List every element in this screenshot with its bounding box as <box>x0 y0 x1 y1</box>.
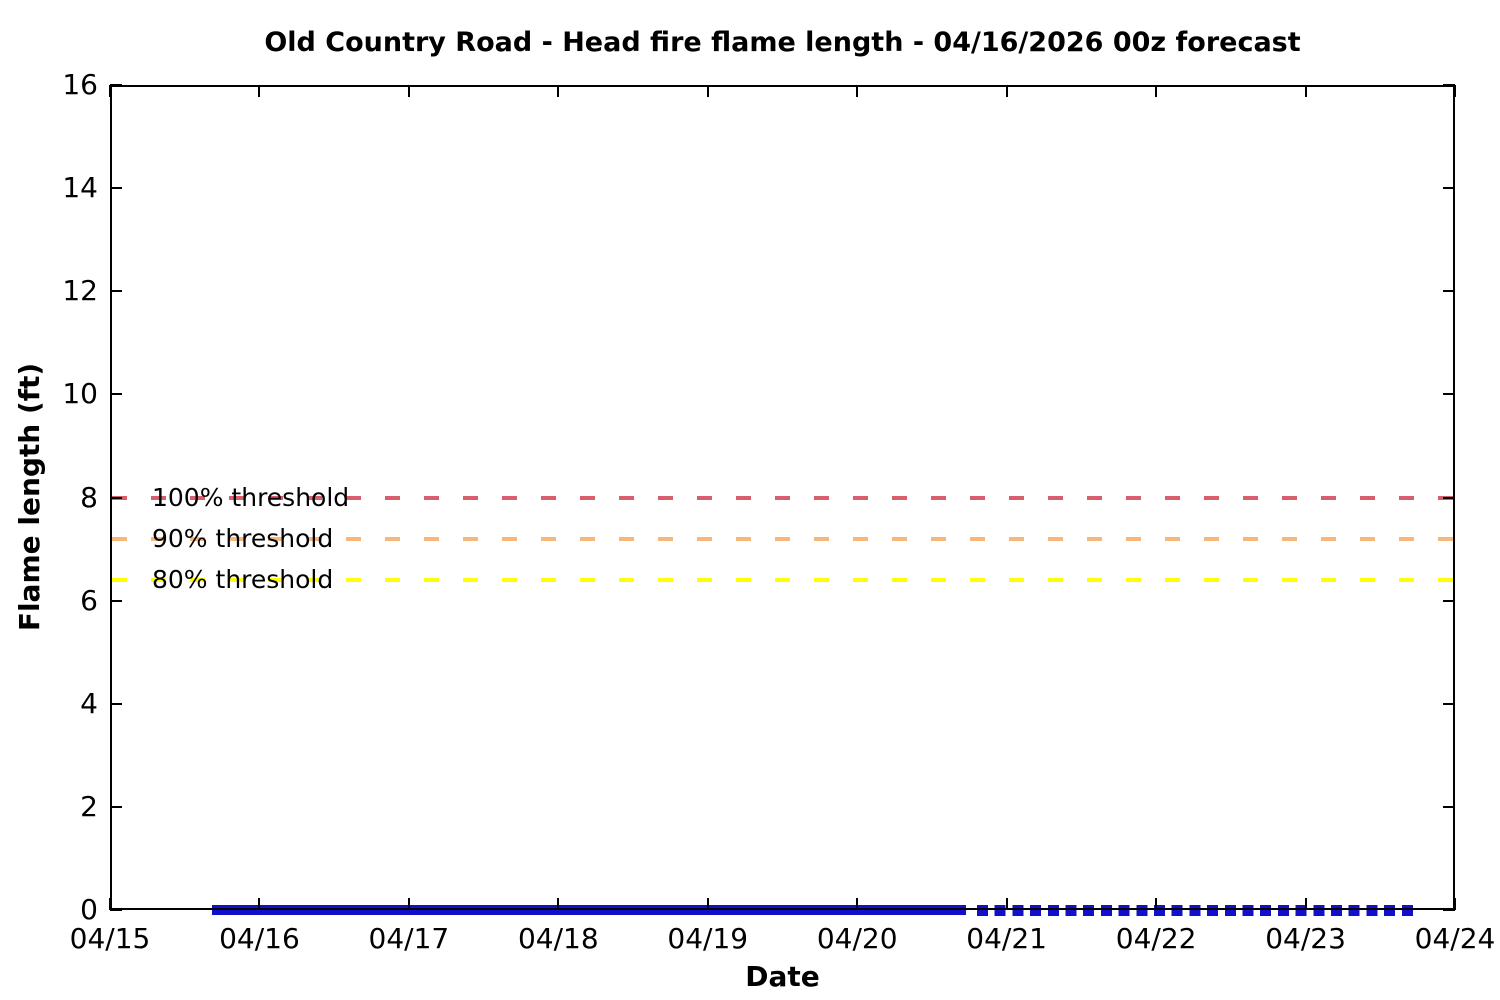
data-line-dotted <box>976 904 1414 916</box>
x-tick-label: 04/20 <box>816 922 898 955</box>
y-tick-right <box>1443 909 1455 911</box>
x-tick-bottom <box>258 898 261 910</box>
y-tick-left <box>110 599 122 602</box>
y-tick-label: 14 <box>62 171 98 205</box>
y-tick-right <box>1443 702 1455 705</box>
x-tick-label: 04/22 <box>1115 922 1197 955</box>
x-tick-top <box>109 85 111 97</box>
x-tick-label: 04/17 <box>368 922 450 955</box>
threshold-line <box>112 495 1453 500</box>
y-tick-right <box>1443 187 1455 190</box>
x-tick-top <box>407 85 410 97</box>
data-line-solid <box>211 905 967 915</box>
x-tick-top <box>1304 85 1307 97</box>
x-tick-top <box>706 85 709 97</box>
y-tick-label: 16 <box>62 68 98 101</box>
threshold-line <box>112 578 1453 582</box>
x-tick-top <box>1005 85 1008 97</box>
y-tick-left <box>110 393 122 396</box>
x-tick-bottom <box>706 898 709 910</box>
x-tick-bottom <box>1155 898 1158 910</box>
x-tick-top <box>856 85 859 97</box>
x-tick-bottom <box>856 898 859 910</box>
x-tick-label: 04/23 <box>1265 922 1346 955</box>
x-tick-label: 04/19 <box>667 922 749 955</box>
y-tick-label: 4 <box>80 686 98 720</box>
y-tick-left <box>110 187 122 190</box>
threshold-label: 80% threshold <box>152 565 334 594</box>
y-tick-right <box>1443 496 1455 499</box>
y-tick-left <box>110 496 122 499</box>
x-tick-label: 04/21 <box>966 922 1048 955</box>
y-tick-left <box>110 805 122 808</box>
threshold-label: 100% threshold <box>152 482 350 512</box>
x-tick-label: 04/16 <box>219 922 300 955</box>
y-tick-left <box>110 702 122 705</box>
x-axis-label: Date <box>745 960 820 993</box>
x-tick-bottom <box>557 898 560 910</box>
x-tick-top <box>1454 85 1456 97</box>
x-tick-label: 04/18 <box>517 922 599 955</box>
y-tick-label: 8 <box>80 480 98 514</box>
x-tick-bottom <box>1454 898 1456 910</box>
y-tick-left <box>110 909 122 911</box>
y-tick-left <box>110 290 122 293</box>
y-tick-right <box>1443 84 1455 86</box>
y-tick-label: 2 <box>80 789 98 823</box>
x-tick-bottom <box>1005 898 1008 910</box>
y-tick-right <box>1443 393 1455 396</box>
x-tick-top <box>258 85 261 97</box>
x-tick-label: 04/15 <box>69 922 151 955</box>
threshold-label: 90% threshold <box>152 523 334 553</box>
y-tick-label: 0 <box>80 893 98 926</box>
y-tick-label: 12 <box>62 274 98 308</box>
y-tick-label: 10 <box>62 377 98 411</box>
x-tick-top <box>1155 85 1158 97</box>
y-tick-right <box>1443 805 1455 808</box>
threshold-line <box>112 536 1453 541</box>
x-tick-bottom <box>1304 898 1307 910</box>
x-tick-label: 04/24 <box>1414 922 1496 955</box>
chart-title: Old Country Road - Head fire flame lengt… <box>264 27 1301 58</box>
x-tick-bottom <box>407 898 410 910</box>
y-tick-left <box>110 84 122 86</box>
y-tick-label: 6 <box>80 583 98 617</box>
x-tick-top <box>557 85 560 97</box>
y-tick-right <box>1443 599 1455 602</box>
y-tick-right <box>1443 290 1455 293</box>
